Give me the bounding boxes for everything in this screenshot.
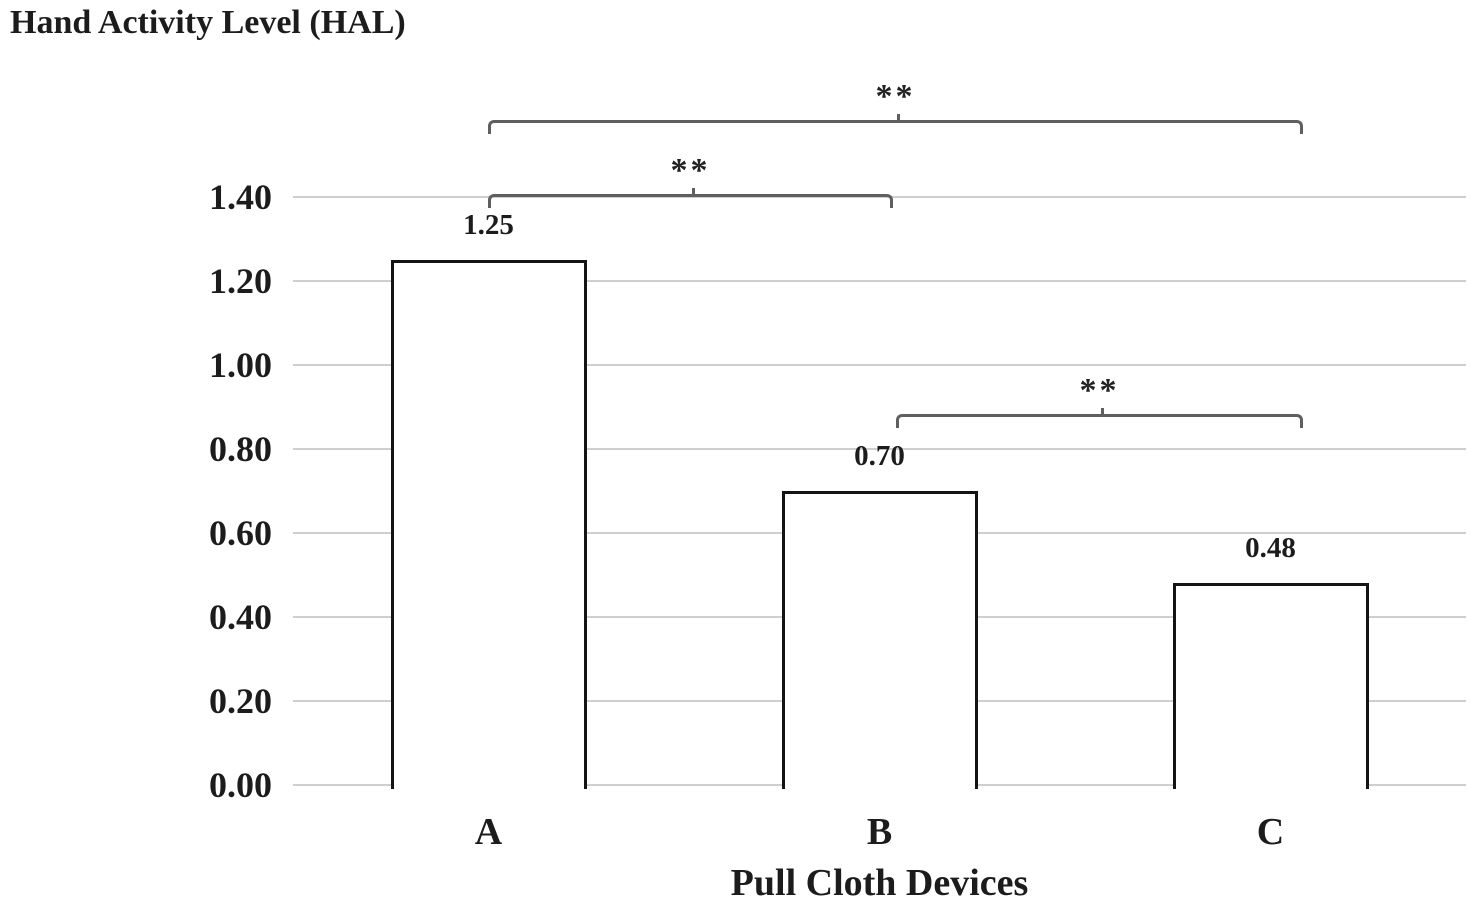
bar-A	[390, 260, 587, 789]
significance-label: **	[875, 78, 916, 115]
y-gridline	[293, 448, 1466, 450]
y-axis-tick-label: 0.00	[209, 765, 272, 805]
y-axis-tick-label: 1.40	[209, 177, 272, 217]
significance-label: **	[670, 152, 711, 189]
bar-B	[781, 491, 978, 789]
bracket-center-tick	[692, 188, 695, 197]
bar-value-label: 1.25	[463, 209, 514, 241]
bracket-center-tick	[1101, 408, 1104, 417]
significance-bracket-A-C	[488, 114, 1303, 134]
y-gridline	[293, 364, 1466, 366]
category-label-B: B	[866, 811, 893, 853]
y-axis-tick-label: 0.20	[209, 681, 272, 721]
bar-value-label: 0.70	[854, 440, 905, 472]
category-label-C: C	[1256, 811, 1285, 853]
chart-title: Hand Activity Level (HAL)	[10, 4, 406, 41]
significance-bracket-A-B	[488, 188, 893, 208]
significance-bracket-B-C	[896, 408, 1303, 428]
y-axis-tick-label: 0.40	[209, 597, 272, 637]
bar-value-label: 0.48	[1245, 532, 1296, 565]
y-axis-tick-label: 1.20	[209, 261, 272, 301]
y-axis-tick-label: 1.00	[209, 345, 272, 385]
category-label-A: A	[474, 811, 503, 853]
y-gridline	[293, 280, 1466, 282]
y-gridline	[293, 196, 1466, 198]
significance-label: **	[1079, 372, 1120, 409]
y-axis-tick-label: 0.80	[209, 429, 272, 469]
bracket-center-tick	[897, 114, 900, 123]
x-axis-title: Pull Cloth Devices	[730, 862, 1029, 904]
bar-C	[1172, 583, 1369, 789]
y-axis-tick-label: 0.60	[209, 513, 272, 553]
